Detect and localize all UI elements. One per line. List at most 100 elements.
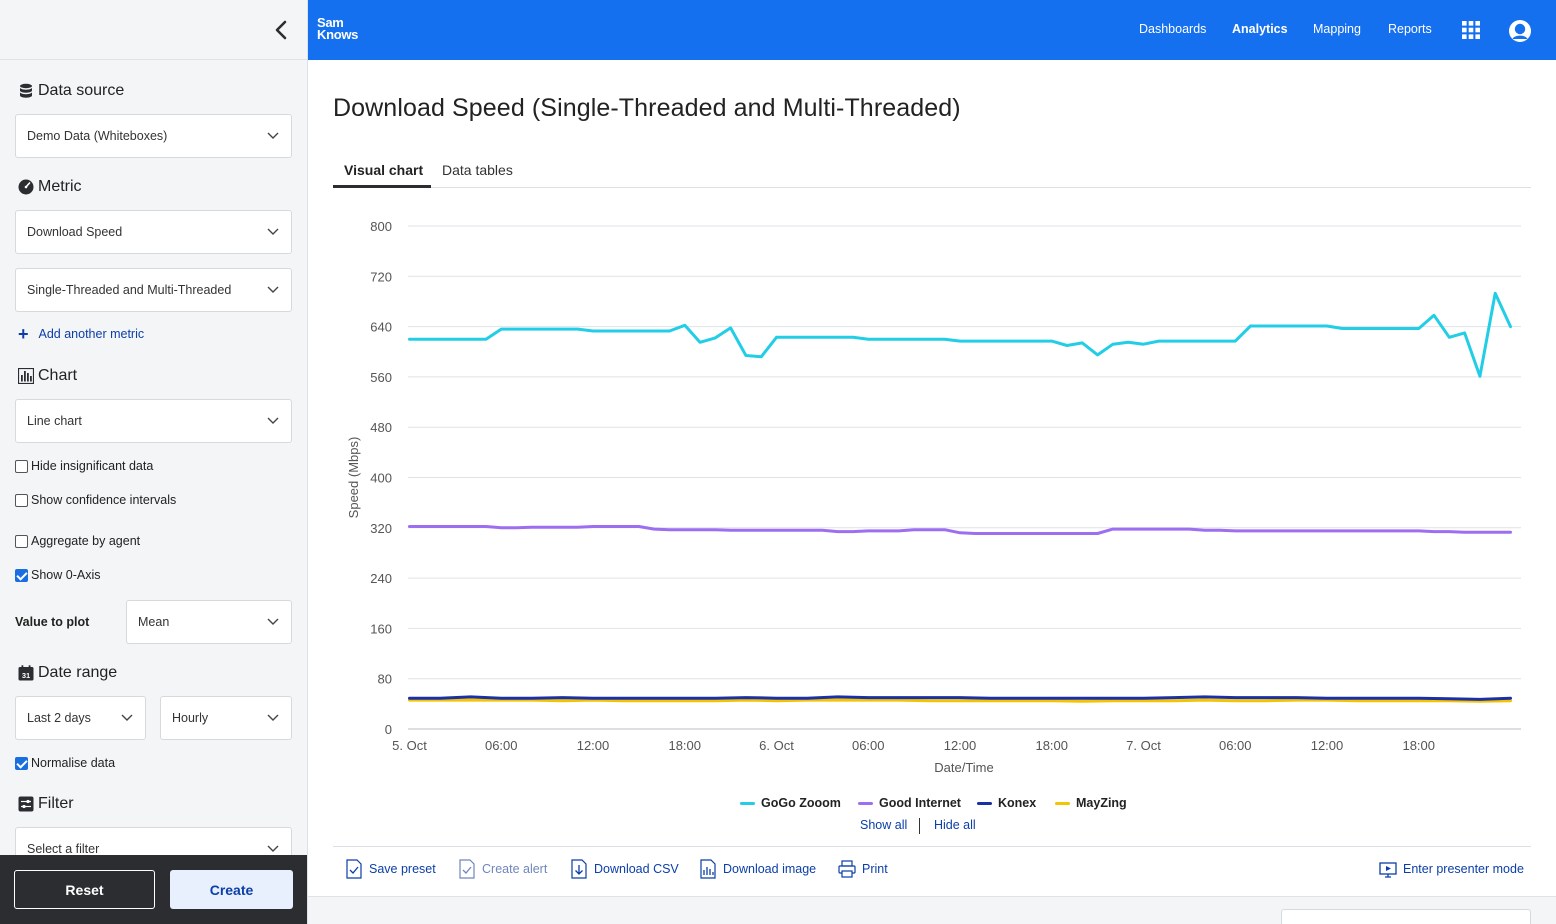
metric-variant-select[interactable]: Single-Threaded and Multi-Threaded bbox=[15, 268, 292, 312]
x-tick-label: 12:00 bbox=[944, 738, 977, 753]
series-line-gogo-zooom bbox=[408, 291, 1512, 378]
show-all-link[interactable]: Show all bbox=[860, 818, 908, 832]
hide-insignificant-checkbox[interactable]: Hide insignificant data bbox=[15, 459, 153, 473]
x-tick-label: 06:00 bbox=[1219, 738, 1252, 753]
footer-strip bbox=[308, 896, 1556, 924]
metric-heading: Metric bbox=[18, 178, 82, 196]
footer-field[interactable] bbox=[1281, 909, 1531, 924]
legend-divider bbox=[919, 818, 920, 834]
legend-label: Good Internet bbox=[879, 796, 961, 810]
view-tabs: Visual chart Data tables bbox=[333, 148, 1531, 188]
y-tick-label: 480 bbox=[370, 420, 392, 435]
tab-visual-chart[interactable]: Visual chart bbox=[344, 162, 424, 178]
checkbox-box[interactable] bbox=[15, 493, 28, 507]
nav-analytics[interactable]: Analytics bbox=[1232, 22, 1288, 36]
user-icon[interactable] bbox=[1508, 19, 1532, 43]
legend-swatch bbox=[858, 801, 873, 805]
y-tick-label: 640 bbox=[370, 320, 392, 335]
normalise-data-checkbox[interactable]: Normalise data bbox=[15, 756, 115, 770]
tab-data-tables[interactable]: Data tables bbox=[442, 162, 513, 178]
hide-all-link[interactable]: Hide all bbox=[934, 818, 976, 832]
nav-reports[interactable]: Reports bbox=[1388, 22, 1432, 36]
chart-label: Chart bbox=[38, 367, 78, 384]
chart-toolbar: Save preset Create alert Download CSV Do… bbox=[333, 846, 1531, 896]
sidebar-scroll[interactable]: Data source Demo Data (Whiteboxes) Metri… bbox=[0, 60, 307, 855]
data-source-select[interactable]: Demo Data (Whiteboxes) bbox=[15, 114, 292, 158]
chevron-down-icon bbox=[267, 228, 279, 235]
presenter-mode-button[interactable]: Enter presenter mode bbox=[1379, 859, 1524, 879]
legend-label: MayZing bbox=[1076, 796, 1127, 810]
x-tick-label: 18:00 bbox=[1402, 738, 1435, 753]
chart-type-value: Line chart bbox=[27, 414, 82, 428]
bar-chart-icon bbox=[18, 368, 34, 384]
download-image-button[interactable]: Download image bbox=[699, 859, 816, 879]
checkbox-box[interactable] bbox=[15, 756, 28, 770]
legend-mayzing[interactable]: MayZing bbox=[1055, 796, 1127, 810]
granularity-select[interactable]: Hourly bbox=[160, 696, 292, 740]
chevron-down-icon bbox=[267, 286, 279, 293]
add-metric-button[interactable]: + Add another metric bbox=[18, 324, 144, 344]
granularity-value: Hourly bbox=[172, 711, 209, 725]
legend-good-internet[interactable]: Good Internet bbox=[858, 796, 961, 810]
x-axis-title: Date/Time bbox=[934, 760, 993, 775]
print-button[interactable]: Print bbox=[838, 859, 888, 879]
checkbox-label: Show 0-Axis bbox=[31, 568, 101, 582]
checkbox-box[interactable] bbox=[15, 568, 28, 582]
nav-mapping[interactable]: Mapping bbox=[1313, 22, 1361, 36]
data-source-heading: Data source bbox=[18, 82, 124, 100]
database-icon bbox=[20, 83, 32, 98]
legend-konex[interactable]: Konex bbox=[977, 796, 1036, 810]
value-to-plot-value: Mean bbox=[138, 615, 170, 629]
reset-button[interactable]: Reset bbox=[14, 870, 155, 909]
y-tick-label: 400 bbox=[370, 471, 392, 486]
data-source-value: Demo Data (Whiteboxes) bbox=[27, 129, 168, 143]
series-line-mayzing bbox=[408, 698, 1512, 703]
plus-icon: + bbox=[18, 324, 29, 344]
save-icon bbox=[346, 859, 362, 879]
presenter-icon bbox=[1379, 862, 1397, 878]
checkbox-box[interactable] bbox=[15, 459, 28, 473]
y-tick-label: 800 bbox=[370, 219, 392, 234]
chevron-down-icon bbox=[267, 417, 279, 424]
save-preset-label: Save preset bbox=[369, 862, 436, 876]
samknows-logo[interactable]: Sam Knows bbox=[317, 16, 358, 41]
y-tick-label: 0 bbox=[385, 722, 392, 737]
legend-label: Konex bbox=[998, 796, 1037, 810]
legend-gogo-zooom[interactable]: GoGo Zooom bbox=[740, 796, 841, 810]
date-range-heading: 31 Date range bbox=[18, 664, 117, 682]
nav-dashboards[interactable]: Dashboards bbox=[1139, 22, 1207, 36]
show-zero-axis-checkbox[interactable]: Show 0-Axis bbox=[15, 568, 100, 582]
main-content: Download Speed (Single-Threaded and Mult… bbox=[308, 60, 1556, 924]
chevron-down-icon bbox=[267, 714, 279, 721]
chart-type-select[interactable]: Line chart bbox=[15, 399, 292, 443]
checkbox-box[interactable] bbox=[15, 534, 28, 548]
metric-value: Download Speed bbox=[27, 225, 123, 239]
line-chart[interactable]: 0 80 160 240 320 400 480 560 640 720 800 5. Oct 06:0… bbox=[308, 60, 1556, 790]
sidebar-header bbox=[0, 0, 307, 60]
checkbox-label: Show confidence intervals bbox=[31, 493, 177, 507]
chevron-left-icon[interactable] bbox=[270, 18, 294, 42]
presenter-mode-label: Enter presenter mode bbox=[1403, 862, 1524, 876]
y-tick-label: 80 bbox=[378, 672, 392, 687]
create-button[interactable]: Create bbox=[170, 870, 293, 909]
date-range-select[interactable]: Last 2 days bbox=[15, 696, 146, 740]
gauge-icon bbox=[18, 179, 34, 195]
sidebar-actions: Reset Create bbox=[0, 855, 307, 924]
save-preset-button[interactable]: Save preset bbox=[345, 859, 436, 879]
filter-heading: Filter bbox=[18, 795, 74, 813]
checkbox-label: Hide insignificant data bbox=[31, 459, 154, 473]
value-to-plot-select[interactable]: Mean bbox=[126, 600, 292, 644]
calendar-icon: 31 bbox=[18, 665, 34, 681]
chart-heading: Chart bbox=[18, 367, 77, 385]
filter-select[interactable]: Select a filter bbox=[15, 827, 292, 855]
create-alert-button[interactable]: Create alert bbox=[458, 859, 547, 879]
download-csv-label: Download CSV bbox=[594, 862, 679, 876]
chevron-down-icon bbox=[267, 845, 279, 852]
series-line-good-internet bbox=[408, 525, 1512, 535]
download-csv-button[interactable]: Download CSV bbox=[570, 859, 679, 879]
metric-select[interactable]: Download Speed bbox=[15, 210, 292, 254]
confidence-intervals-checkbox[interactable]: Show confidence intervals bbox=[15, 493, 176, 507]
grid-icon[interactable] bbox=[1462, 21, 1480, 39]
aggregate-agent-checkbox[interactable]: Aggregate by agent bbox=[15, 534, 140, 548]
